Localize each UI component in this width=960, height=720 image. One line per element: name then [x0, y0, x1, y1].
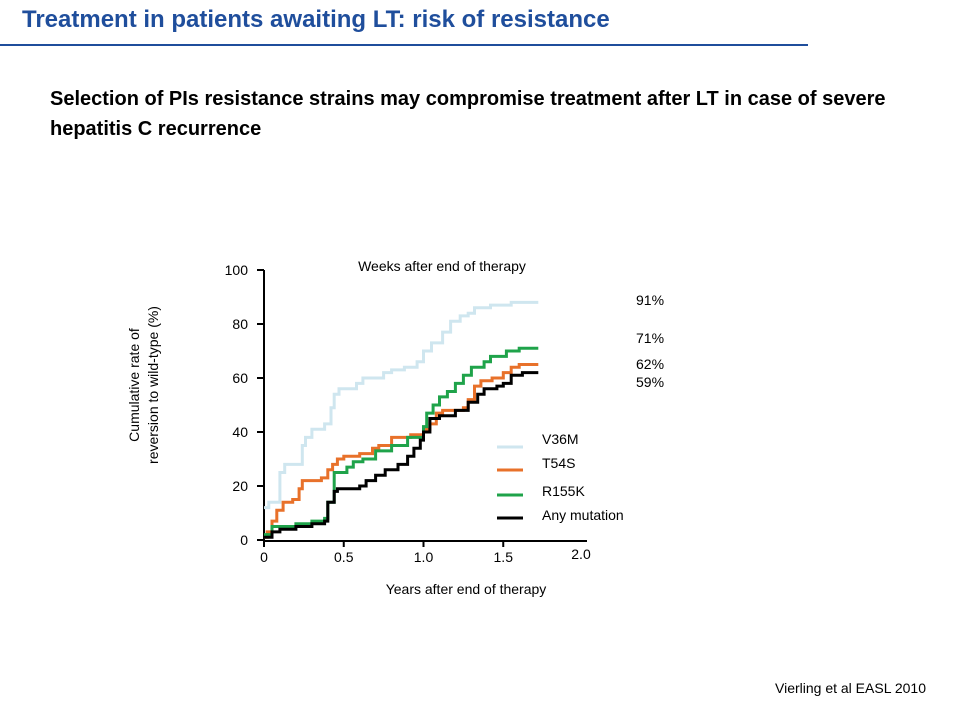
legend-label: V36M [542, 431, 579, 447]
x-tick-label: 0.5 [334, 549, 354, 565]
y-tick-label: 100 [225, 262, 249, 278]
legend-label: Any mutation [542, 507, 624, 523]
x-tick-label: 1.0 [414, 549, 434, 565]
y-tick-label: 0 [240, 532, 248, 548]
x-axis-title: Years after end of therapy [386, 581, 547, 597]
series-end-label: 91% [636, 292, 664, 308]
slide-subtitle: Selection of PIs resistance strains may … [50, 88, 886, 140]
series-line [264, 363, 539, 539]
y-tick-label: 20 [232, 478, 248, 494]
axes: 0 20 40 60 80 100 0 0.5 1.0 1.5 2.0 [225, 262, 591, 565]
series-line [264, 371, 539, 539]
y-axis-title: Cumulative rate of reversion to wild-typ… [126, 306, 161, 464]
y-tick-label: 40 [232, 424, 248, 440]
legend-label: R155K [542, 483, 585, 499]
legend-label: T54S [542, 455, 575, 471]
citation: Vierling et al EASL 2010 [775, 680, 926, 696]
x-tick-label: 2.0 [571, 546, 591, 562]
top-axis-label: Weeks after end of therapy [358, 258, 526, 274]
end-labels: 91% 62% 71% 59% [636, 292, 664, 390]
series-end-label: 71% [636, 330, 664, 346]
title-divider [0, 44, 808, 46]
series-lines [264, 300, 539, 539]
legend: V36M T54S R155K Any mutation [497, 431, 624, 523]
y-tick-label: 60 [232, 370, 248, 386]
x-tick-label: 1.5 [494, 549, 514, 565]
x-tick-label: 0 [260, 549, 268, 565]
series-end-label: 62% [636, 356, 664, 372]
y-axis-title-line1: Cumulative rate of [126, 328, 142, 442]
y-axis-title-line2: reversion to wild-type (%) [145, 306, 161, 464]
y-tick-label: 80 [232, 316, 248, 332]
series-line [264, 300, 539, 510]
series-end-label: 59% [636, 374, 664, 390]
slide-title: Treatment in patients awaiting LT: risk … [22, 6, 610, 33]
